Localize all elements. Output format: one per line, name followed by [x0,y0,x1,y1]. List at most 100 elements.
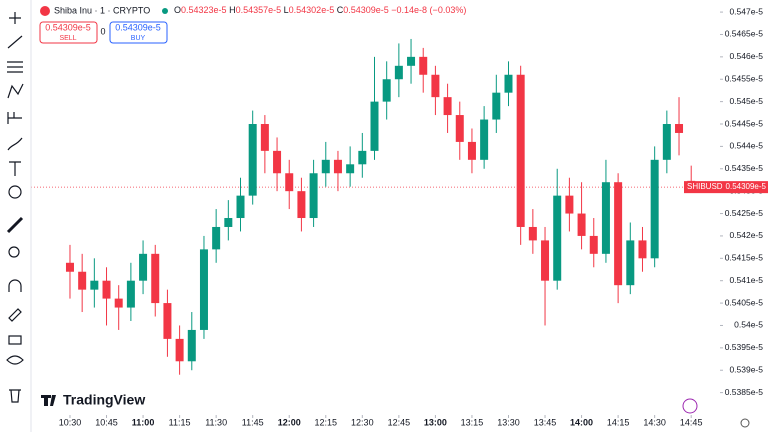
candle-body [589,235,598,254]
candle-body [394,65,403,80]
candle-body [431,74,440,98]
x-tick-label: 13:15 [461,417,484,427]
candle-body [541,240,550,281]
candle-body [321,159,330,174]
candle-body [114,298,123,308]
y-tick-label: 0.546e-5 [729,51,763,61]
y-tick-label: 0.5385e-5 [725,387,764,397]
last-price-symbol: SHIBUSD [687,182,723,191]
y-tick-label: 0.545e-5 [729,96,763,106]
candle-body [382,79,391,102]
x-tick-label: 13:30 [497,417,520,427]
brand-logo [41,395,56,406]
settings-button[interactable] [740,418,750,428]
candle-body [285,173,294,192]
brand: TradingView [63,392,145,408]
pattern-tool[interactable] [7,83,24,99]
symbol-icon [40,6,50,16]
ohlc-key: O [174,5,181,15]
x-tick-label: 10:30 [59,417,82,427]
candle-body [126,280,135,308]
ohlc-value: 0.54309e-5 [343,5,389,15]
lock-tool[interactable] [8,335,22,345]
ohlc-key: L [284,5,289,15]
candle-body [370,101,379,151]
sell-label: SELL [59,35,76,42]
candle-body [577,213,586,236]
candle-body [90,280,99,290]
zoom-tool[interactable] [8,246,20,258]
ohlc-value: 0.54323e-5 [181,5,227,15]
candle-body [516,74,525,227]
fib-tool[interactable] [7,61,23,73]
buy-button[interactable] [109,21,168,44]
lock-draw-tool[interactable] [8,308,22,322]
x-tick-label: 11:45 [242,417,264,427]
candle-body [443,97,452,116]
candle-body [236,195,245,219]
candle-body [273,150,282,174]
y-tick-label: 0.5465e-5 [725,29,764,39]
candle-body [553,195,562,281]
candle-body [662,124,671,160]
sell-button[interactable] [39,21,98,44]
y-tick-label: 0.5435e-5 [725,163,764,173]
candle-body [419,56,428,75]
candle-body [346,164,355,174]
candle-body [565,195,574,214]
emoji-tool[interactable] [8,185,22,199]
y-tick-label: 0.539e-5 [729,364,763,374]
assistant-button[interactable] [682,398,698,414]
x-tick-label: 12:30 [351,417,374,427]
buy-label: BUY [131,35,146,42]
last-price-tag [684,181,768,194]
spread: 0 [100,26,105,36]
x-tick-label: 14:30 [643,417,666,427]
candle-body [309,173,318,219]
candle-body [175,338,184,362]
x-tick-label: 14:45 [680,417,703,427]
measure-tool[interactable] [6,216,24,234]
x-tick-label: 11:15 [169,417,191,427]
y-tick-label: 0.5395e-5 [725,342,764,352]
y-tick-label: 0.542e-5 [729,230,763,240]
x-tick-label: 11:00 [132,417,155,427]
brush-tool[interactable] [7,137,23,151]
toolbar [0,0,31,432]
crosshair-tool[interactable] [9,12,21,24]
plot: 10:30 10:45 11:00 11:15 11:30 11:45 12:00 12:15… [31,38,718,427]
x-tick-label: 10:45 [95,417,118,427]
candle-body [199,249,208,330]
candle-body [626,240,635,286]
candle-body [297,191,306,219]
candle-body [333,159,342,174]
candle-body [528,226,537,241]
ohlc-key: H [229,5,236,15]
y-tick-label: 0.541e-5 [729,275,763,285]
candle-body [78,271,87,290]
candle-body [675,124,684,133]
magnet-tool[interactable] [8,279,22,292]
sell-price: 0.54309e-5 [45,22,91,32]
y-tick-label: 0.5445e-5 [725,118,764,128]
x-tick-label: 13:45 [534,417,557,427]
candle-body [65,262,74,272]
candle-body [102,280,111,299]
x-tick-label: 12:45 [388,417,411,427]
forecast-tool[interactable] [7,112,22,124]
trend-tool[interactable] [7,35,23,49]
x-tick-label: 14:15 [607,417,630,427]
last-price-label: 0.54309e-5 [726,182,767,191]
ohlc-value: 0.54357e-5 [236,5,282,15]
text-tool[interactable] [9,161,21,176]
y-tick-label: 0.5455e-5 [725,73,764,83]
visibility-tool[interactable] [6,355,24,365]
x-tick-label: 12:00 [278,417,301,427]
y-tick-label: 0.547e-5 [729,6,763,16]
x-tick-label: 14:00 [570,417,593,427]
delete-tool[interactable] [9,389,21,403]
status-dot [162,8,168,14]
y-tick-label: 0.5415e-5 [725,253,764,263]
candle-body [467,141,476,160]
